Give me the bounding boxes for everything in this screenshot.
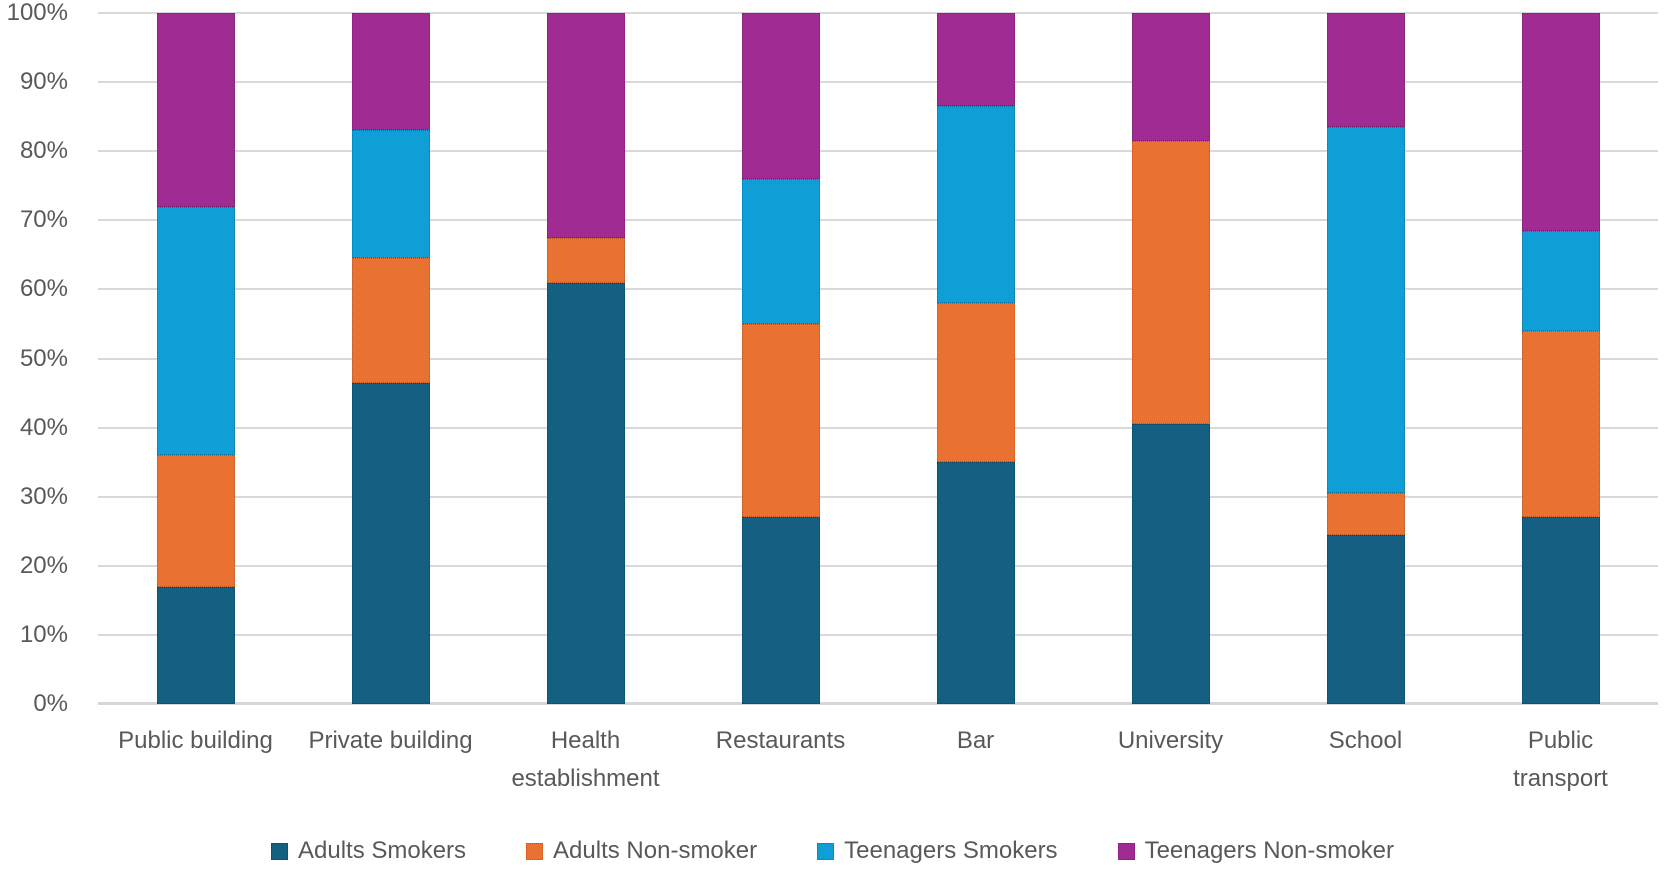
bar-segment [1131, 13, 1210, 141]
stacked-bar [156, 13, 235, 704]
plot-area [98, 12, 1658, 705]
bar-segment [351, 130, 430, 259]
bar-column [293, 13, 488, 704]
legend-item: Teenagers Non-smoker [1117, 837, 1395, 865]
gridline [98, 633, 1658, 636]
y-axis-tick-label: 50% [19, 344, 68, 372]
legend-item: Adults Non-smoker [526, 837, 757, 865]
bar-segment [351, 13, 430, 131]
stacked-bar [936, 13, 1015, 704]
legend-swatch-icon [1117, 842, 1135, 860]
bar-segment [1521, 13, 1600, 231]
x-axis: Public building Private building Health es… [98, 722, 1658, 798]
y-axis-tick-label: 40% [19, 413, 68, 441]
bar-segment [741, 13, 820, 179]
gridline [98, 357, 1658, 360]
x-axis-category-label: Public building [118, 727, 273, 754]
y-axis-tick-label: 0% [33, 690, 68, 717]
legend-label: Adults Non-smoker [553, 837, 758, 864]
bar-segment [1326, 127, 1405, 494]
stacked-bar [1131, 13, 1210, 704]
x-axis-category-label: Public transport [1513, 727, 1608, 792]
bar-segment [741, 323, 820, 518]
bar-segment [741, 178, 820, 324]
legend-label: Teenagers Smokers [844, 837, 1058, 864]
bar-segment [546, 282, 625, 704]
y-axis-tick-label: 70% [19, 206, 68, 234]
stacked-bar [546, 13, 625, 704]
bar-column [683, 13, 878, 704]
legend-label: Adults Smokers [297, 837, 467, 864]
x-axis-category-label: Private building [308, 727, 473, 754]
x-axis-line [98, 702, 1658, 705]
bar-segment [741, 517, 820, 704]
gridline [98, 564, 1658, 567]
bar-segment [936, 106, 1015, 304]
stacked-bar [741, 13, 820, 704]
gridline [98, 150, 1658, 153]
bar-segment [936, 462, 1015, 704]
bar-segment [156, 13, 235, 207]
bar-segment [156, 586, 235, 704]
bars-container [98, 13, 1658, 704]
bar-segment [546, 237, 625, 283]
x-axis-category-label: Bar [956, 727, 995, 754]
x-axis-category-label: Restaurants [715, 727, 846, 754]
bar-column [878, 13, 1073, 704]
stacked-bar [351, 13, 430, 704]
bar-segment [1521, 230, 1600, 331]
x-axis-category-label: School [1328, 727, 1403, 754]
y-axis-tick-label: 60% [19, 275, 68, 303]
legend-label: Teenagers Non-smoker [1144, 837, 1395, 864]
bar-segment [546, 13, 625, 238]
legend-swatch-icon [526, 842, 544, 860]
gridline [98, 12, 1658, 14]
bar-segment [156, 206, 235, 456]
bar-segment [1326, 13, 1405, 128]
y-axis: 0% 10% 20% 30% 40% 50% 60% 70% 80% 90% 100% [0, 0, 68, 717]
y-axis-tick-label: 90% [19, 68, 68, 96]
gridline [98, 426, 1658, 429]
gridline [98, 288, 1658, 291]
legend-item: Teenagers Smokers [817, 837, 1058, 865]
gridline [98, 495, 1658, 498]
legend-swatch-icon [270, 842, 288, 860]
y-axis-tick-label: 30% [19, 482, 68, 510]
bar-column [488, 13, 683, 704]
y-axis-tick-label: 20% [19, 551, 68, 579]
stacked-bar [1521, 13, 1600, 704]
bar-segment [1521, 330, 1600, 518]
legend: Adults Smokers Adults Non-smoker Teenagers… [0, 832, 1665, 870]
bar-segment [1326, 493, 1405, 535]
bar-segment [156, 455, 235, 587]
bar-segment [351, 382, 430, 704]
gridline [98, 81, 1658, 84]
bar-segment [1521, 517, 1600, 704]
y-axis-tick-label: 100% [6, 0, 68, 26]
stacked-bar [1326, 13, 1405, 704]
bar-column [1073, 13, 1268, 704]
bar-column [1268, 13, 1463, 704]
bar-segment [1326, 534, 1405, 704]
x-axis-category-label: Health establishment [511, 727, 660, 792]
bar-column [1463, 13, 1658, 704]
gridline [98, 219, 1658, 222]
bar-segment [351, 258, 430, 383]
x-axis-category-label: University [1117, 727, 1224, 754]
bar-segment [936, 13, 1015, 107]
y-axis-tick-label: 80% [19, 137, 68, 165]
legend-swatch-icon [817, 842, 835, 860]
bar-column [98, 13, 293, 704]
bar-segment [936, 303, 1015, 463]
bar-segment [1131, 140, 1210, 425]
bar-segment [1131, 424, 1210, 704]
legend-item: Adults Smokers [270, 837, 467, 865]
y-axis-tick-label: 10% [19, 620, 68, 648]
